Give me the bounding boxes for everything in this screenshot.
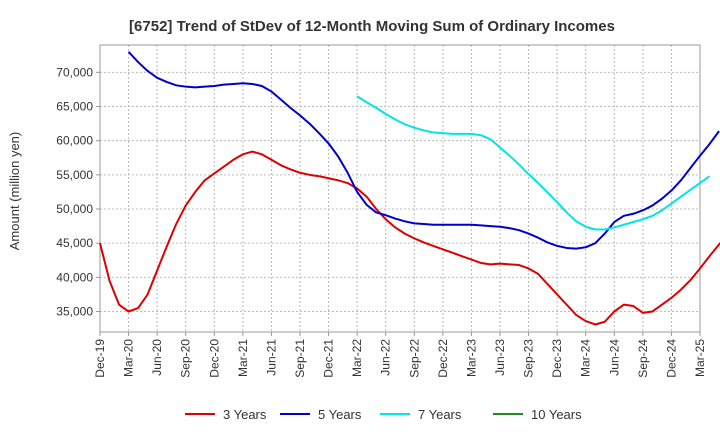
x-tick-label: Dec-22 — [436, 339, 450, 378]
x-tick-label: Sep-24 — [636, 339, 650, 378]
legend: 3 Years 5 Years 7 Years 10 Years — [185, 407, 582, 422]
y-tick-label: 65,000 — [56, 100, 93, 114]
x-tick-label: Mar-24 — [579, 339, 593, 377]
x-tick-label: Sep-22 — [407, 339, 421, 378]
y-axis: 35,000 40,000 45,000 50,000 55,000 60,000 65,0… — [56, 65, 100, 319]
x-tick-label: Jun-22 — [379, 339, 393, 376]
y-tick-label: 70,000 — [56, 65, 93, 79]
x-tick-label: Jun-24 — [607, 339, 621, 376]
x-tick-label: Sep-20 — [179, 339, 193, 378]
y-tick-label: 45,000 — [56, 236, 93, 250]
legend-label-3-years: 3 Years — [223, 407, 267, 422]
legend-label-7-years: 7 Years — [418, 407, 462, 422]
x-tick-label: Jun-23 — [493, 339, 507, 376]
y-tick-label: 35,000 — [56, 305, 93, 319]
chart-title: [6752] Trend of StDev of 12-Month Moving… — [129, 18, 615, 35]
x-tick-label: Jun-21 — [264, 339, 278, 376]
x-axis: Dec-19 Mar-20 Jun-20 Sep-20 Dec-20 Mar-21 Jun-… — [93, 332, 707, 378]
x-tick-label: Jun-20 — [150, 339, 164, 376]
x-tick-label: Dec-19 — [93, 339, 107, 378]
y-tick-label: 55,000 — [56, 168, 93, 182]
x-tick-label: Mar-22 — [350, 339, 364, 377]
series-lines — [99, 51, 720, 326]
x-tick-label: Mar-20 — [122, 339, 136, 377]
x-tick-label: Dec-23 — [550, 339, 564, 378]
legend-label-5-years: 5 Years — [318, 407, 362, 422]
y-tick-label: 60,000 — [56, 134, 93, 148]
x-tick-label: Mar-25 — [693, 339, 707, 377]
x-tick-label: Mar-23 — [464, 339, 478, 377]
x-tick-label: Dec-20 — [207, 339, 221, 378]
x-tick-label: Dec-21 — [322, 339, 336, 378]
grid — [99, 45, 701, 332]
series-line-3-years — [99, 150, 720, 326]
series-line-7-years — [356, 95, 711, 231]
y-tick-label: 40,000 — [56, 270, 93, 284]
x-tick-label: Mar-21 — [236, 339, 250, 377]
plot-area — [99, 44, 701, 333]
y-axis-label: Amount (million yen) — [7, 132, 22, 251]
series-line-5-years — [127, 51, 720, 250]
legend-label-10-years: 10 Years — [531, 407, 582, 422]
x-tick-label: Dec-24 — [664, 339, 678, 378]
x-tick-label: Sep-23 — [522, 339, 536, 378]
x-tick-label: Sep-21 — [293, 339, 307, 378]
y-tick-label: 50,000 — [56, 202, 93, 216]
